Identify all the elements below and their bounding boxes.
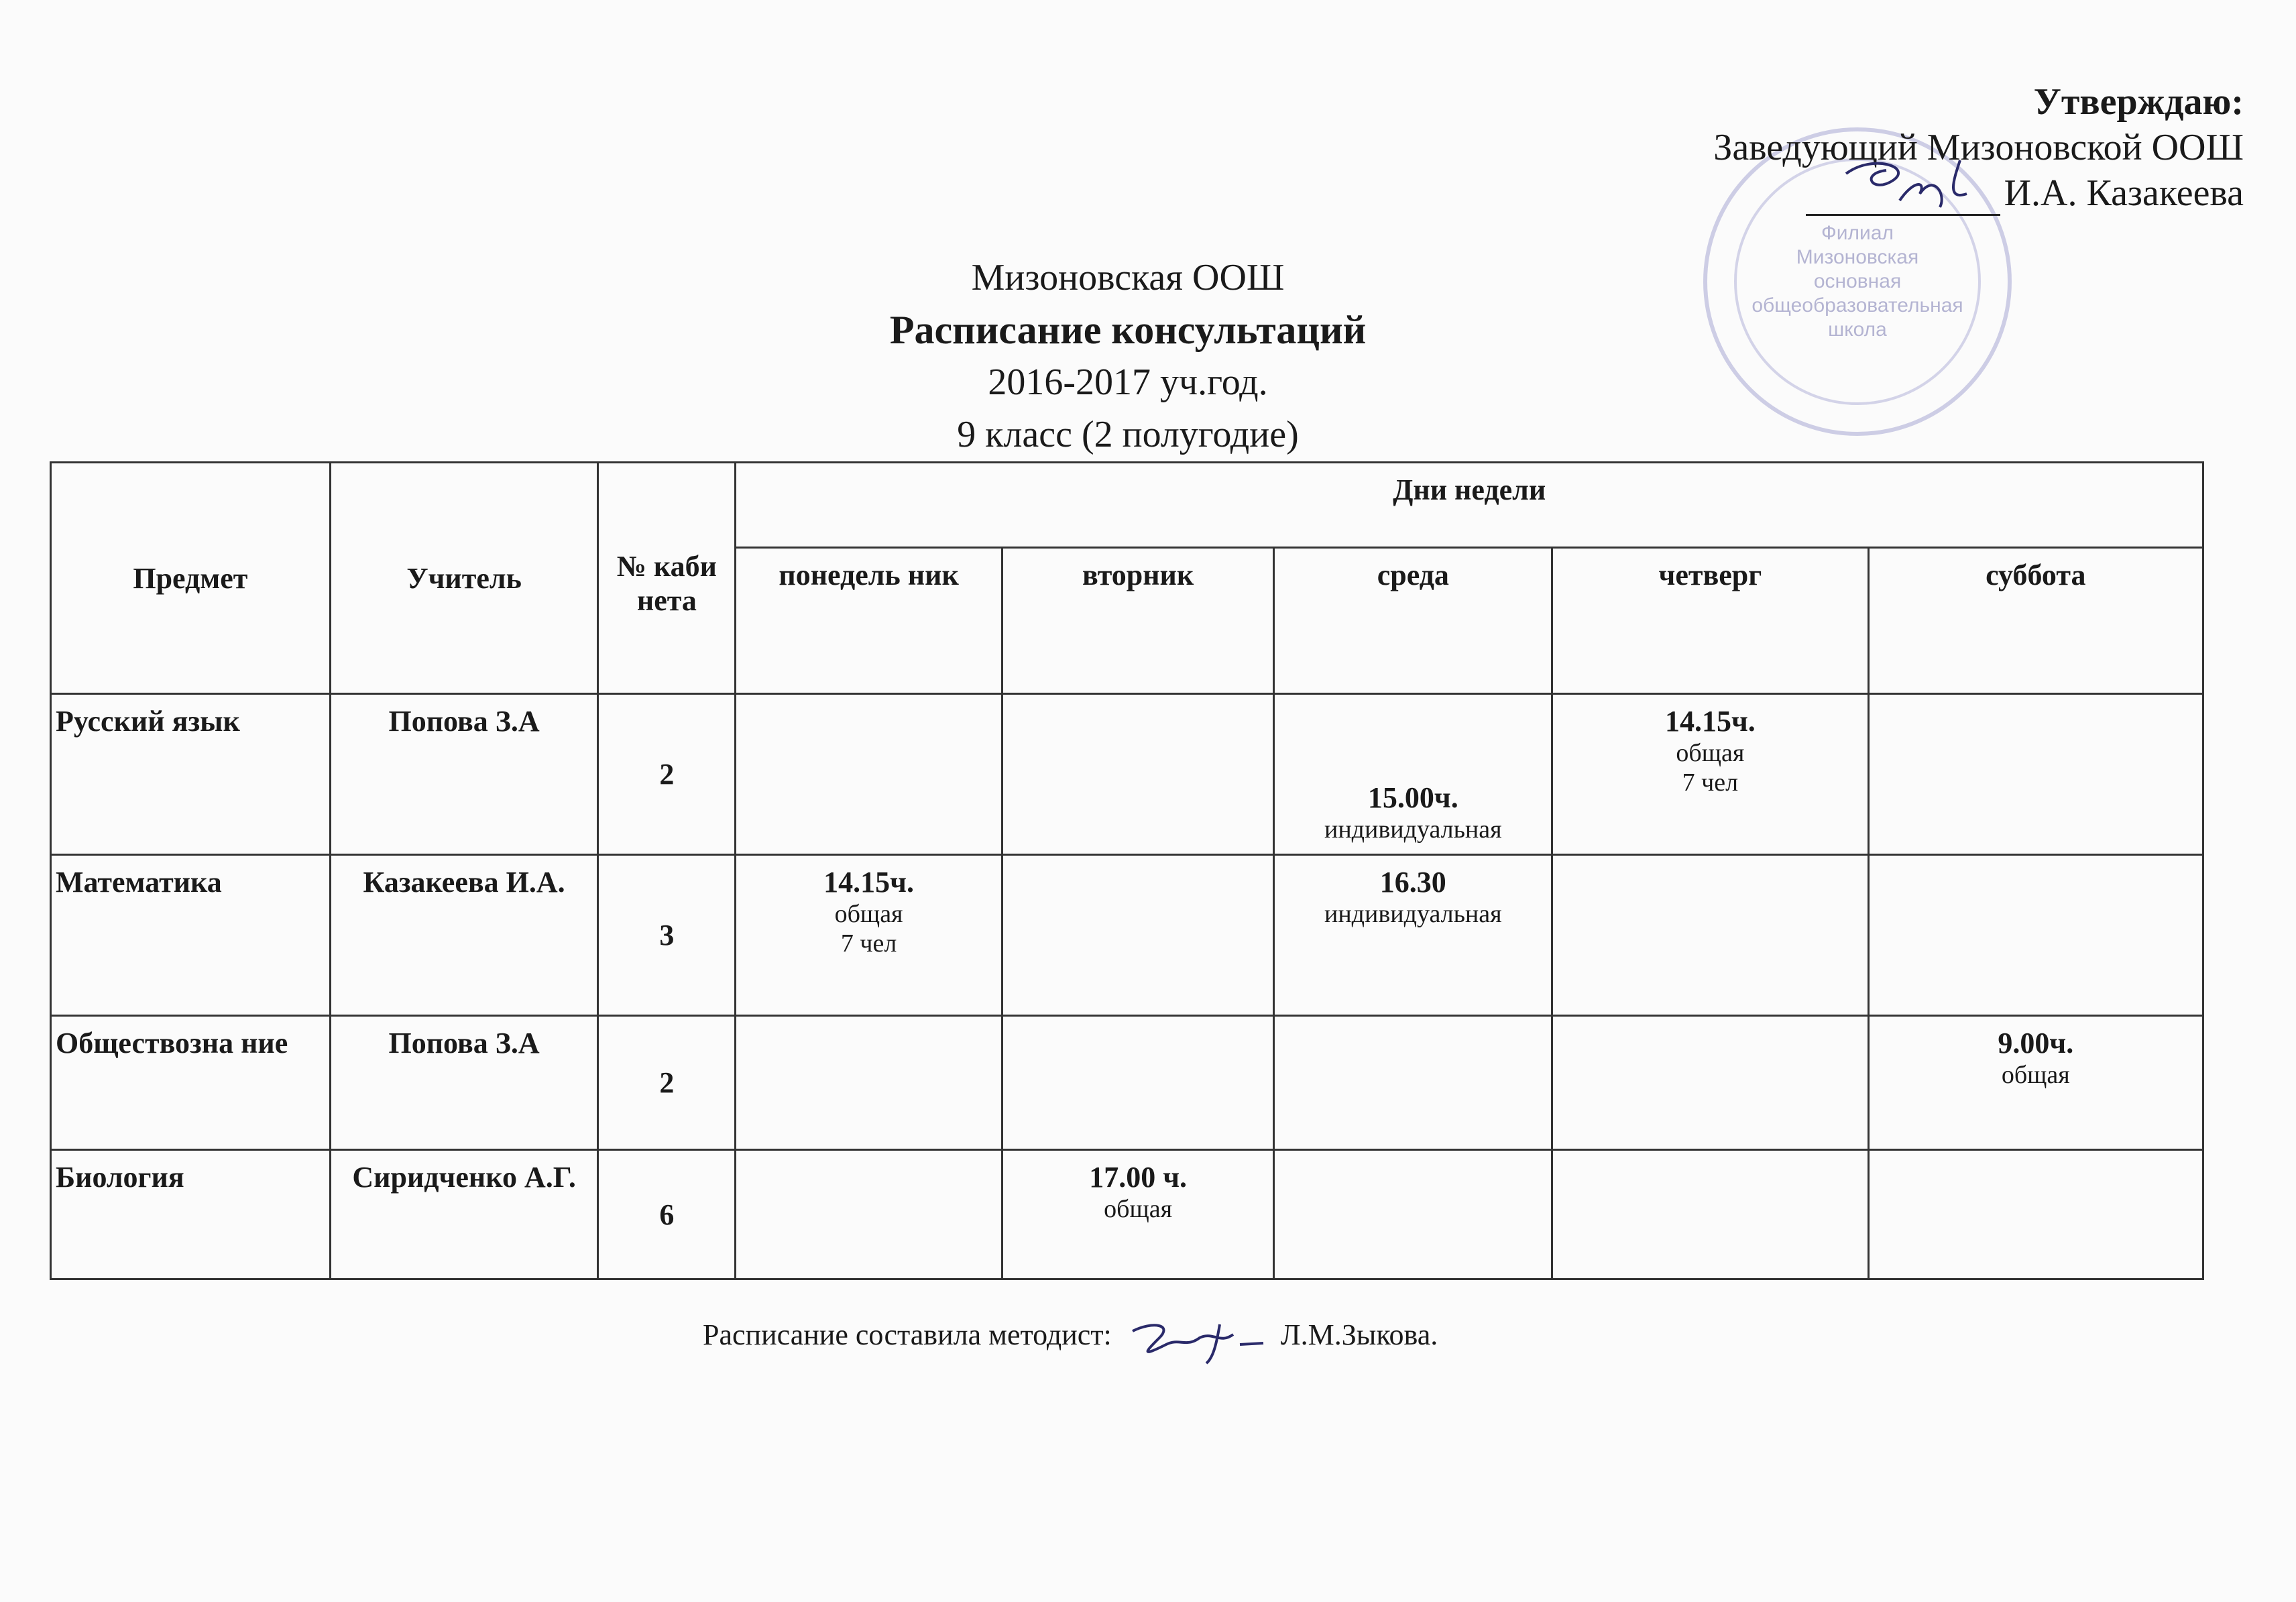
schedule-cell xyxy=(734,1149,1003,1280)
table-row: Математика Казакеева И.А. 3 14.15ч. общая 7 ч… xyxy=(50,854,2205,1017)
table-row: Обществозна ние Попова З.А 2 9.00ч. общая xyxy=(50,1015,2205,1151)
footer: Расписание составила методист: Л.М.Зыков… xyxy=(703,1318,1438,1365)
schedule-cell: 17.00 ч. общая xyxy=(1000,1149,1275,1280)
class-info: 9 класс (2 полугодие) xyxy=(957,414,1299,455)
approval-name: И.А. Казакеева xyxy=(2004,172,2244,214)
footer-name: Л.М.Зыкова. xyxy=(1280,1318,1438,1352)
schedule-cell xyxy=(1867,854,2205,1017)
approval-heading: Утверждаю: xyxy=(2033,81,2244,123)
consultation-type: общая xyxy=(834,900,903,928)
consultation-time: 9.00ч. xyxy=(1998,1027,2074,1060)
stamp-line: основная xyxy=(1813,270,1902,292)
document-title: Расписание консультаций xyxy=(889,308,1367,352)
teacher-cell: Казакеева И.А. xyxy=(329,854,599,1017)
document-header: Мизоновская ООШ Расписание консультаций … xyxy=(0,251,2256,461)
room-cell: 3 xyxy=(597,854,737,1017)
consultation-count: 7 чел xyxy=(840,929,897,958)
header-subject: Предмет xyxy=(50,461,331,695)
subject-cell: Русский язык xyxy=(50,693,331,856)
schedule-cell xyxy=(1551,1015,1870,1151)
schedule-cell xyxy=(1551,1149,1870,1280)
school-stamp: Филиал Мизоновская основная общеобразовател… xyxy=(1703,127,2012,436)
header-teacher: Учитель xyxy=(329,461,599,695)
consultation-type: индивидуальная xyxy=(1324,900,1502,928)
schedule-cell xyxy=(1273,1149,1554,1280)
schedule-cell xyxy=(1867,1149,2205,1280)
header-day: вторник xyxy=(1000,547,1275,695)
header-day: суббота xyxy=(1867,547,2205,695)
stamp-line: общеобразовательная xyxy=(1752,294,1963,317)
table-row: Русский язык Попова З.А 2 15.00ч. индивидуал… xyxy=(50,693,2205,856)
header-day: понедель ник xyxy=(734,547,1003,695)
consultation-type: общая xyxy=(2001,1061,2070,1089)
header-room: № каби нета xyxy=(597,461,737,695)
schedule-cell xyxy=(1000,1015,1275,1151)
approval-block: Утверждаю: Заведующий Мизоновской ООШ И.… xyxy=(1713,79,2244,216)
consultation-time: 16.30 xyxy=(1379,866,1446,899)
consultation-type: общая xyxy=(1676,739,1745,767)
stamp-line: Филиал xyxy=(1821,222,1894,244)
director-signature xyxy=(1805,160,2000,216)
schedule-cell: 14.15ч. общая 7 чел xyxy=(734,854,1003,1017)
teacher-cell: Сиридченко А.Г. xyxy=(329,1149,599,1280)
teacher-cell: Попова З.А xyxy=(329,693,599,856)
consultation-time: 15.00ч. xyxy=(1367,781,1458,814)
stamp-line: школа xyxy=(1828,319,1887,341)
methodist-signature xyxy=(1119,1318,1273,1365)
consultation-type: индивидуальная xyxy=(1324,815,1502,844)
schedule-cell xyxy=(734,693,1003,856)
schedule-cell: 16.30 индивидуальная xyxy=(1273,854,1554,1017)
school-year: 2016-2017 уч.год. xyxy=(988,361,1268,403)
school-name: Мизоновская ООШ xyxy=(971,257,1285,298)
teacher-cell: Попова З.А xyxy=(329,1015,599,1151)
subject-cell: Биология xyxy=(50,1149,331,1280)
stamp-line: Мизоновская xyxy=(1796,246,1919,268)
subject-cell: Математика xyxy=(50,854,331,1017)
schedule-cell: 9.00ч. общая xyxy=(1867,1015,2205,1151)
schedule-table: Предмет Учитель № каби нета Дни недели п… xyxy=(50,461,2205,1280)
room-cell: 2 xyxy=(597,1015,737,1151)
consultation-time: 14.15ч. xyxy=(1664,705,1756,738)
schedule-cell: 15.00ч. индивидуальная xyxy=(1273,693,1554,856)
consultation-type: общая xyxy=(1104,1195,1173,1223)
room-cell: 2 xyxy=(597,693,737,856)
schedule-cell xyxy=(734,1015,1003,1151)
approval-position: Заведующий Мизоновской ООШ xyxy=(1713,127,2244,168)
consultation-count: 7 чел xyxy=(1682,768,1739,797)
schedule-cell: 14.15ч. общая 7 чел xyxy=(1551,693,1870,856)
consultation-time: 14.15ч. xyxy=(823,866,914,899)
schedule-cell xyxy=(1000,693,1275,856)
footer-label: Расписание составила методист: xyxy=(703,1318,1112,1352)
subject-cell: Обществозна ние xyxy=(50,1015,331,1151)
schedule-cell xyxy=(1273,1015,1554,1151)
consultation-time: 17.00 ч. xyxy=(1089,1161,1188,1194)
schedule-cell xyxy=(1551,854,1870,1017)
header-day: четверг xyxy=(1551,547,1870,695)
schedule-cell xyxy=(1000,854,1275,1017)
header-day: среда xyxy=(1273,547,1554,695)
table-row: Биология Сиридченко А.Г. 6 17.00 ч. общая xyxy=(50,1149,2205,1280)
header-days: Дни недели xyxy=(734,461,2204,549)
schedule-cell xyxy=(1867,693,2205,856)
room-cell: 6 xyxy=(597,1149,737,1280)
